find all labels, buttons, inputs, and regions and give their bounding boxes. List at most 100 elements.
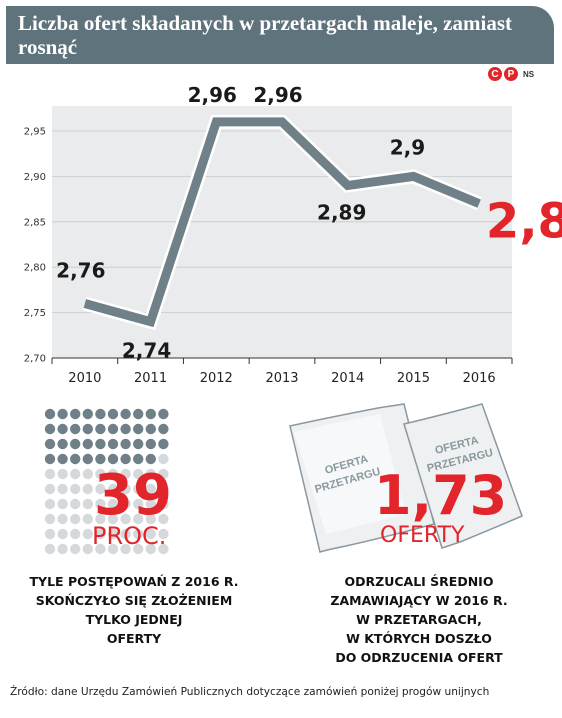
dot xyxy=(82,528,93,540)
dot xyxy=(95,408,106,420)
dot xyxy=(70,423,81,435)
dot xyxy=(57,513,68,525)
caption-line: W KTÓRYCH DOSZŁO xyxy=(346,631,492,646)
dot xyxy=(44,498,56,510)
caption-line: ODRZUCALI ŚREDNIO xyxy=(344,574,494,589)
dot xyxy=(82,453,93,465)
line-chart: 2,702,752,802,852,902,95 2010 2011 2012 201… xyxy=(24,84,562,386)
dot xyxy=(120,438,131,450)
dot xyxy=(107,408,119,420)
stat-right-unit: OFERTY xyxy=(380,523,465,548)
dot xyxy=(120,513,131,525)
dot xyxy=(70,513,81,525)
dot xyxy=(107,483,119,495)
dot xyxy=(107,513,119,525)
dot xyxy=(133,438,144,450)
stat-left-number: 39 xyxy=(94,463,172,528)
dot xyxy=(133,528,144,540)
dot xyxy=(120,468,131,480)
dot xyxy=(133,513,144,525)
series-line xyxy=(82,114,482,331)
dot xyxy=(120,453,131,465)
dot xyxy=(133,483,144,495)
dot xyxy=(107,453,119,465)
dot xyxy=(145,408,156,420)
dot xyxy=(82,408,93,420)
dot xyxy=(57,498,68,510)
dot xyxy=(95,498,106,510)
dot xyxy=(158,528,169,540)
dot xyxy=(120,408,131,420)
y-tick-label: 2,85 xyxy=(24,217,46,228)
dot xyxy=(44,438,56,450)
y-tick-label: 2,80 xyxy=(24,263,46,274)
caption-line: TYLE POSTĘPOWAŃ Z 2016 R. xyxy=(29,574,239,589)
dot xyxy=(82,468,93,480)
dot xyxy=(82,498,93,510)
dot xyxy=(145,483,156,495)
dot xyxy=(133,408,144,420)
caption-line: SKOŃCZYŁO SIĘ ZŁOŻENIEM xyxy=(35,593,233,608)
dot xyxy=(57,543,68,555)
percentage-dot-grid xyxy=(44,408,169,555)
y-tick-label: 2,90 xyxy=(24,172,46,183)
y-tick-label: 2,95 xyxy=(24,127,46,138)
data-label: 2,76 xyxy=(56,259,105,283)
dot xyxy=(107,528,119,540)
source-note: Źródło: dane Urzędu Zamówień Publicznych… xyxy=(10,686,490,698)
dot xyxy=(95,438,106,450)
dot xyxy=(158,468,169,480)
dot xyxy=(82,423,93,435)
data-label: 2,96 xyxy=(188,84,237,107)
dot xyxy=(70,483,81,495)
dot xyxy=(57,423,68,435)
dot xyxy=(95,453,106,465)
credits: C P NS xyxy=(488,66,534,82)
dot xyxy=(44,408,56,420)
dot xyxy=(70,438,81,450)
dot xyxy=(158,513,169,525)
dot xyxy=(145,513,156,525)
stat-left-caption: TYLE POSTĘPOWAŃ Z 2016 R. SKOŃCZYŁO SIĘ … xyxy=(4,572,264,648)
dot xyxy=(44,468,56,480)
dot xyxy=(44,453,56,465)
data-label: 2,87 xyxy=(486,194,562,250)
dot xyxy=(158,408,169,420)
dot xyxy=(133,498,144,510)
dot xyxy=(158,453,169,465)
dot xyxy=(70,528,81,540)
dot xyxy=(57,483,68,495)
dot xyxy=(133,543,144,555)
dot xyxy=(44,513,56,525)
x-tick-label: 2014 xyxy=(331,371,364,386)
dot xyxy=(57,453,68,465)
dot xyxy=(95,543,106,555)
dot xyxy=(107,543,119,555)
y-tick-label: 2,70 xyxy=(24,354,46,365)
dot xyxy=(44,528,56,540)
dot xyxy=(158,498,169,510)
data-label: 2,9 xyxy=(390,135,425,159)
dot xyxy=(44,423,56,435)
dot xyxy=(82,543,93,555)
dot xyxy=(133,423,144,435)
dot xyxy=(82,513,93,525)
x-tick-label: 2016 xyxy=(463,371,496,386)
dot xyxy=(95,423,106,435)
stat-right-number: 1,73 xyxy=(374,464,508,527)
dot xyxy=(95,483,106,495)
y-tick-label: 2,75 xyxy=(24,308,46,319)
dot xyxy=(158,483,169,495)
dot xyxy=(57,528,68,540)
header-banner: Liczba ofert składanych w przetargach ma… xyxy=(6,6,554,64)
dot xyxy=(145,498,156,510)
author-initials: NS xyxy=(523,69,535,79)
dot xyxy=(107,438,119,450)
data-label: 2,89 xyxy=(317,200,366,224)
dot xyxy=(57,408,68,420)
dot xyxy=(120,423,131,435)
dot xyxy=(70,468,81,480)
dot xyxy=(57,468,68,480)
dot xyxy=(133,468,144,480)
dot xyxy=(107,468,119,480)
